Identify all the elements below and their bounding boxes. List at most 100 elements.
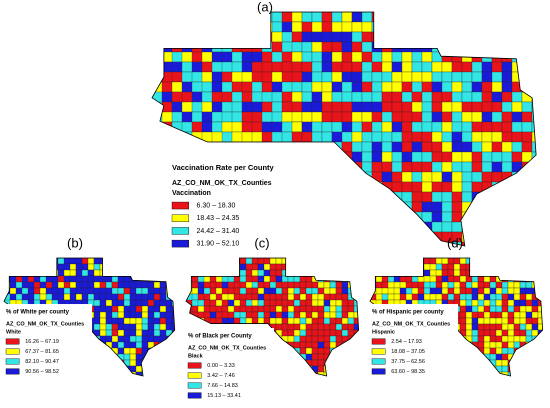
legend: % of White per countyAZ_CO_NM_OK_TX_Coun… [4,304,92,375]
county [511,191,523,203]
county [461,81,473,93]
county [321,121,333,133]
county [371,151,383,163]
county [361,81,373,93]
county [491,131,503,143]
county [525,329,533,337]
county [75,275,83,283]
county [491,201,503,213]
county [347,359,355,367]
county [301,241,313,246]
county [531,51,537,63]
county [483,371,491,376]
county [491,231,503,243]
county [275,258,283,265]
county [153,335,161,343]
county [159,359,167,367]
county [321,201,333,213]
county [129,329,137,337]
county [501,329,509,337]
county [281,371,289,376]
county [461,21,473,33]
county [495,347,503,355]
county [305,305,313,313]
county [159,311,167,319]
county [293,317,301,325]
county [519,287,527,295]
county [431,241,443,246]
county [521,12,533,23]
county [275,365,283,373]
county [511,171,523,183]
county [147,293,155,301]
county [347,353,355,361]
county [301,91,313,103]
county [147,347,155,355]
county [542,152,550,162]
county [401,191,413,203]
county [323,287,331,295]
county [507,281,515,289]
county [465,287,473,295]
county [211,12,233,33]
county [461,191,473,203]
county [93,263,101,271]
legend-label: 16.26 – 67.19 [25,339,59,345]
county [305,293,313,301]
county [361,61,373,73]
county [521,121,533,133]
county [495,287,503,295]
county [329,371,337,376]
county [293,293,301,301]
county [191,258,205,271]
county [321,91,333,103]
county [461,91,473,103]
county [501,263,509,271]
county [99,275,107,283]
county [461,121,473,133]
county [323,317,331,325]
county [421,181,433,193]
county [351,21,363,33]
county [483,258,491,265]
county [147,263,155,271]
county [329,353,337,361]
county [323,263,331,271]
county [263,258,271,265]
county [544,348,550,354]
county [299,311,307,319]
county [111,299,119,307]
county [287,323,295,331]
county [323,335,331,343]
county [341,211,353,223]
county [483,263,491,271]
county [291,191,303,203]
county [197,258,211,271]
county [531,71,537,83]
county [495,329,503,337]
county [361,141,373,153]
county [323,281,331,289]
county [465,305,473,313]
county [275,347,283,355]
county [391,211,403,223]
county [269,305,277,313]
county [311,12,323,23]
county [291,161,303,173]
county [263,305,271,313]
county [87,275,95,283]
county [165,323,173,331]
county [459,353,467,361]
county [481,161,493,173]
county [401,31,413,43]
county [371,141,383,153]
county [391,151,403,163]
county [99,365,107,373]
county [513,329,521,337]
county [421,141,433,153]
county [117,293,125,301]
county [257,299,265,307]
county [465,347,473,355]
county [544,300,550,306]
county [153,347,161,355]
